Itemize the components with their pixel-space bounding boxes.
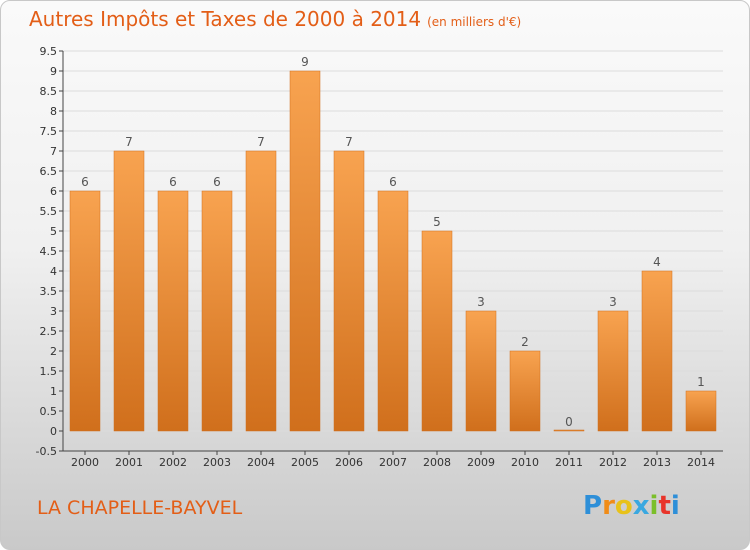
x-tick-label-2011: 2011 xyxy=(555,456,583,469)
value-label-2002: 6 xyxy=(169,175,177,189)
value-label-2001: 7 xyxy=(125,135,133,149)
y-tick-label: 6.5 xyxy=(40,165,58,178)
y-tick-label: 9 xyxy=(50,65,57,78)
x-tick-label-2008: 2008 xyxy=(423,456,451,469)
logo-letter: t xyxy=(658,491,671,521)
bar-2003 xyxy=(201,190,233,432)
commune-name: LA CHAPELLE-BAYVEL xyxy=(37,497,243,519)
bar-2012 xyxy=(597,310,629,432)
x-tick-label-2012: 2012 xyxy=(599,456,627,469)
value-label-2007: 6 xyxy=(389,175,397,189)
bar-2009 xyxy=(465,310,497,432)
y-tick-label: 7.5 xyxy=(40,125,58,138)
y-tick-label: 8 xyxy=(50,105,57,118)
bar-2013 xyxy=(641,270,673,432)
value-label-2004: 7 xyxy=(257,135,265,149)
value-label-2013: 4 xyxy=(653,255,661,269)
value-label-2000: 6 xyxy=(81,175,89,189)
bar-2004 xyxy=(245,150,277,432)
axes: -0.5 0 0.5 1 1.5 2 2.5 3 3.5 4 4.5 5 5.5 6 6.5 7 7.5 8 8.5… xyxy=(36,45,723,469)
value-label-2009: 3 xyxy=(477,295,485,309)
value-label-2008: 5 xyxy=(433,215,441,229)
value-label-2003: 6 xyxy=(213,175,221,189)
logo-letter: i xyxy=(670,491,680,521)
logo-letter: r xyxy=(602,491,615,521)
x-tick-label-2007: 2007 xyxy=(379,456,407,469)
y-tick-label: 1 xyxy=(50,385,57,398)
x-tick-label-2013: 2013 xyxy=(643,456,671,469)
value-label-2005: 9 xyxy=(301,55,309,69)
y-tick-label: 2 xyxy=(50,345,57,358)
x-tick-label-2009: 2009 xyxy=(467,456,495,469)
value-label-2011: 0 xyxy=(565,415,573,429)
y-tick-label: 3.5 xyxy=(40,285,58,298)
y-tick-label: 1.5 xyxy=(40,365,58,378)
bar-2008 xyxy=(421,230,453,432)
x-tick-label-2003: 2003 xyxy=(203,456,231,469)
y-tick-label: 3 xyxy=(50,305,57,318)
y-tick-label: 6 xyxy=(50,185,57,198)
bar-2014 xyxy=(685,390,717,432)
x-tick-label-2004: 2004 xyxy=(247,456,275,469)
bars: 6 7 6 6 7 9 7 6 5 3 2 0 3 4 1 xyxy=(69,55,717,432)
bar-2001 xyxy=(113,150,145,432)
x-tick-label-2001: 2001 xyxy=(115,456,143,469)
y-tick-label: 9.5 xyxy=(40,45,58,58)
y-tick-label: 5.5 xyxy=(40,205,58,218)
x-tick-label-2000: 2000 xyxy=(71,456,99,469)
bar-2010 xyxy=(509,350,541,432)
x-tick-label-2006: 2006 xyxy=(335,456,363,469)
y-tick-label: 4 xyxy=(50,265,57,278)
value-label-2006: 7 xyxy=(345,135,353,149)
x-tick-label-2014: 2014 xyxy=(687,456,715,469)
value-label-2010: 2 xyxy=(521,335,529,349)
value-label-2012: 3 xyxy=(609,295,617,309)
bar-2000 xyxy=(69,190,101,432)
logo-letter: x xyxy=(632,491,650,521)
x-tick-label-2010: 2010 xyxy=(511,456,539,469)
y-tick-label: 5 xyxy=(50,225,57,238)
value-label-2014: 1 xyxy=(697,375,705,389)
y-tick-label: 2.5 xyxy=(40,325,58,338)
x-tick-label-2005: 2005 xyxy=(291,456,319,469)
y-tick-label: 8.5 xyxy=(40,85,58,98)
proxiti-logo: Proxiti xyxy=(583,491,680,521)
bar-2005 xyxy=(289,70,321,432)
chart-unit: (en milliers d'€) xyxy=(427,15,522,29)
bar-2007 xyxy=(377,190,409,432)
logo-letter: P xyxy=(583,491,603,521)
y-tick-label: 0 xyxy=(50,425,57,438)
bar-2002 xyxy=(157,190,189,432)
chart-title: Autres Impôts et Taxes de 2000 à 2014 (en… xyxy=(29,7,521,31)
logo-letter: o xyxy=(614,491,633,521)
y-tick-label: -0.5 xyxy=(36,445,57,458)
x-tick-label-2002: 2002 xyxy=(159,456,187,469)
bar-2011 xyxy=(553,429,585,432)
y-tick-label: 7 xyxy=(50,145,57,158)
bar-2006 xyxy=(333,150,365,432)
chart-title-text: Autres Impôts et Taxes de 2000 à 2014 xyxy=(29,7,422,31)
y-tick-label: 4.5 xyxy=(40,245,58,258)
logo-letter: i xyxy=(649,491,659,521)
y-tick-label: 0.5 xyxy=(40,405,58,418)
